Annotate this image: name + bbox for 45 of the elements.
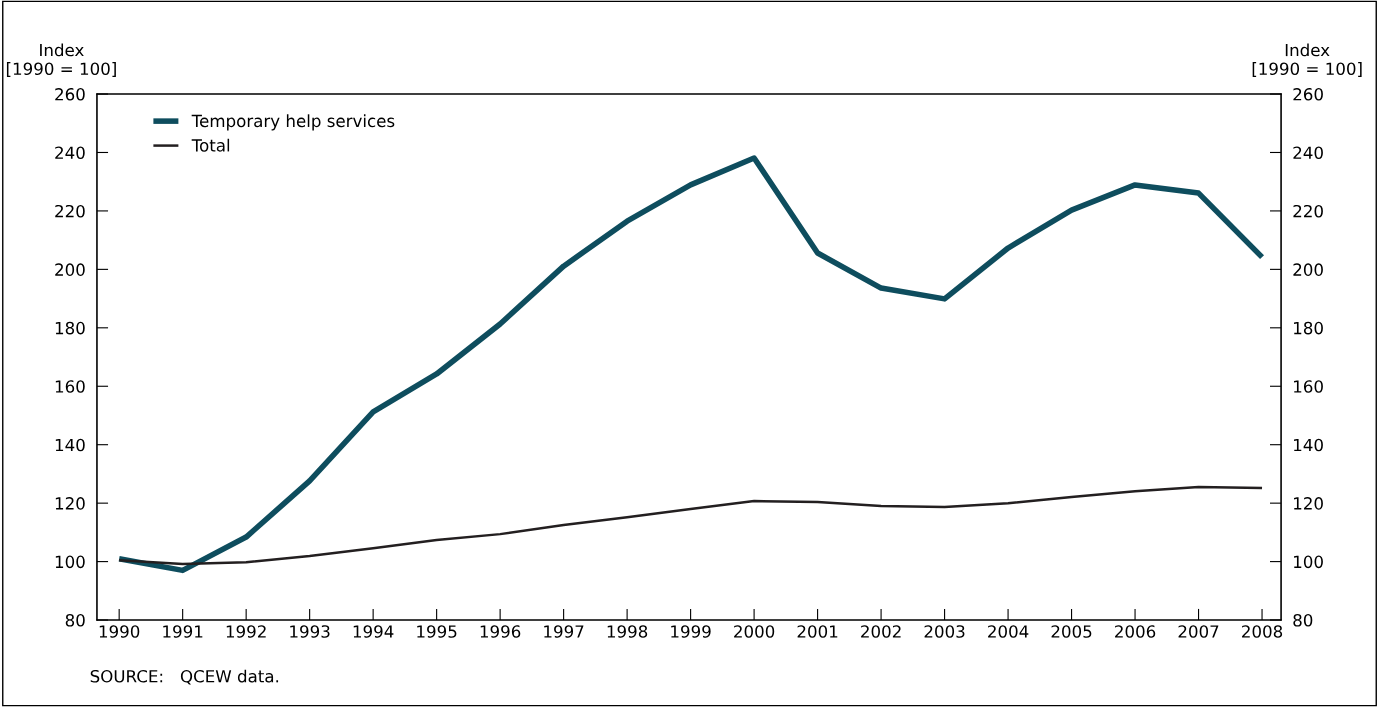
x-tick-label: 2002 bbox=[861, 625, 901, 638]
y2-tick-label: 240 bbox=[1293, 146, 1323, 160]
x-tick-label: 1994 bbox=[353, 625, 394, 638]
y-tick-label: 100 bbox=[55, 555, 85, 569]
y2-axis-title: Index [1990 = 100] bbox=[1252, 43, 1362, 77]
y-tick-label: 220 bbox=[55, 204, 85, 218]
y-tick-label: 200 bbox=[55, 263, 85, 276]
x-tick-label: 1997 bbox=[544, 625, 584, 638]
x-tick-label: 2001 bbox=[797, 625, 838, 638]
y2-tick-label: 100 bbox=[1294, 555, 1323, 569]
y-axis-title: Index [1990 = 100] bbox=[6, 43, 116, 77]
y2-tick-label: 200 bbox=[1293, 263, 1323, 276]
x-tick-label: 2008 bbox=[1242, 625, 1283, 638]
x-tick-label: 1992 bbox=[226, 625, 266, 638]
x-tick-label: 1999 bbox=[671, 625, 711, 638]
y-tick-label: 140 bbox=[55, 438, 85, 452]
x-tick-label: 1990 bbox=[99, 625, 140, 638]
y2-tick-label: 80 bbox=[1293, 614, 1313, 627]
y2-tick-label: 160 bbox=[1294, 380, 1323, 393]
x-tick-label: 1991 bbox=[163, 625, 203, 638]
y-tick-label: 160 bbox=[55, 380, 85, 393]
source-note: SOURCE: QCEW data. bbox=[90, 669, 279, 685]
x-tick-label: 1993 bbox=[290, 625, 330, 638]
x-tick-label: 2000 bbox=[734, 625, 775, 638]
x-tick-label: 1996 bbox=[480, 625, 521, 638]
x-tick-label: 1998 bbox=[607, 625, 648, 638]
y-tick-label: 80 bbox=[65, 614, 85, 627]
y2-tick-label: 220 bbox=[1293, 204, 1323, 218]
x-tick-label: 2007 bbox=[1178, 625, 1219, 638]
y-tick-label: 120 bbox=[55, 497, 85, 510]
x-tick-label: 2003 bbox=[924, 625, 965, 638]
y2-tick-label: 120 bbox=[1294, 497, 1323, 510]
x-tick-label: 1995 bbox=[417, 625, 457, 638]
y-tick-label: 260 bbox=[55, 87, 85, 101]
y2-tick-label: 180 bbox=[1294, 321, 1323, 335]
line-series bbox=[117, 485, 1264, 566]
y-tick-label: 180 bbox=[55, 321, 85, 335]
x-tick-label: 2006 bbox=[1115, 625, 1156, 638]
x-tick-label: 2005 bbox=[1051, 625, 1092, 638]
legend-label: Temporary help services bbox=[191, 114, 395, 131]
legend-label: Total bbox=[191, 138, 230, 152]
x-tick-label: 2004 bbox=[988, 625, 1029, 638]
y2-tick-label: 260 bbox=[1293, 87, 1323, 101]
y-tick-label: 240 bbox=[55, 146, 85, 160]
y2-tick-label: 140 bbox=[1294, 438, 1323, 452]
